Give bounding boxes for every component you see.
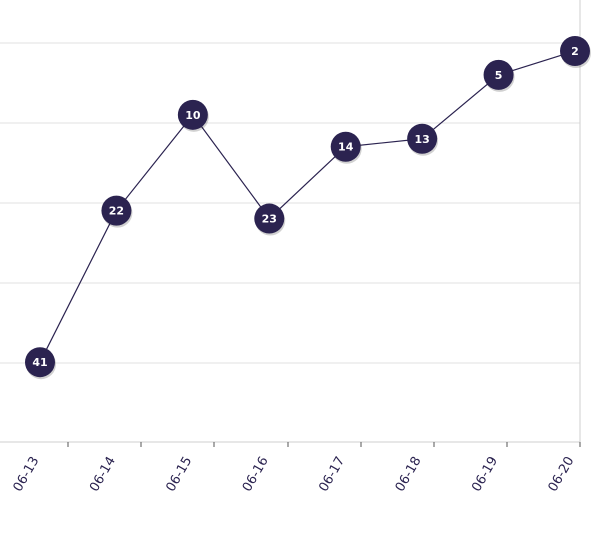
- data-point-marker: [560, 35, 590, 66]
- x-tick-label: 06-14: [87, 454, 119, 494]
- x-tick-label: 06-13: [11, 454, 43, 494]
- data-point[interactable]: 5: [483, 59, 515, 92]
- data-point-marker: [25, 347, 55, 378]
- data-point-label: 5: [495, 69, 503, 82]
- data-point-marker: [177, 99, 208, 130]
- data-point[interactable]: 10: [177, 99, 209, 132]
- data-point-marker: [254, 203, 285, 234]
- points-layer: 41 22 10 23 14 13 5 2: [25, 35, 591, 380]
- data-point[interactable]: 41: [25, 347, 56, 380]
- data-point[interactable]: 22: [101, 195, 133, 228]
- data-point-label: 22: [109, 205, 124, 218]
- data-point[interactable]: 23: [254, 203, 286, 236]
- data-point-label: 14: [338, 141, 354, 154]
- x-tick-label: 06-16: [240, 454, 272, 494]
- data-point-marker: [101, 195, 132, 226]
- data-point[interactable]: 2: [560, 35, 591, 68]
- data-point-marker: [483, 59, 514, 90]
- data-point-marker: [330, 131, 361, 162]
- data-point-label: 10: [185, 109, 201, 122]
- grid-layer: [0, 42, 580, 443]
- data-point-label: 23: [262, 213, 277, 226]
- data-point-marker: [407, 123, 438, 154]
- x-tick-label: 06-20: [546, 454, 578, 494]
- data-point[interactable]: 13: [407, 123, 439, 156]
- series-layer: [39, 50, 576, 363]
- data-point-label: 2: [571, 45, 579, 58]
- x-tick-label: 06-19: [469, 454, 501, 494]
- x-tick-label: 06-15: [163, 454, 195, 494]
- x-tick-label: 06-17: [316, 454, 348, 494]
- data-point[interactable]: 14: [330, 131, 362, 164]
- series-line: [39, 50, 576, 363]
- data-point-label: 13: [414, 133, 429, 146]
- x-tick-label: 06-18: [393, 454, 425, 494]
- data-point-label: 41: [32, 356, 47, 369]
